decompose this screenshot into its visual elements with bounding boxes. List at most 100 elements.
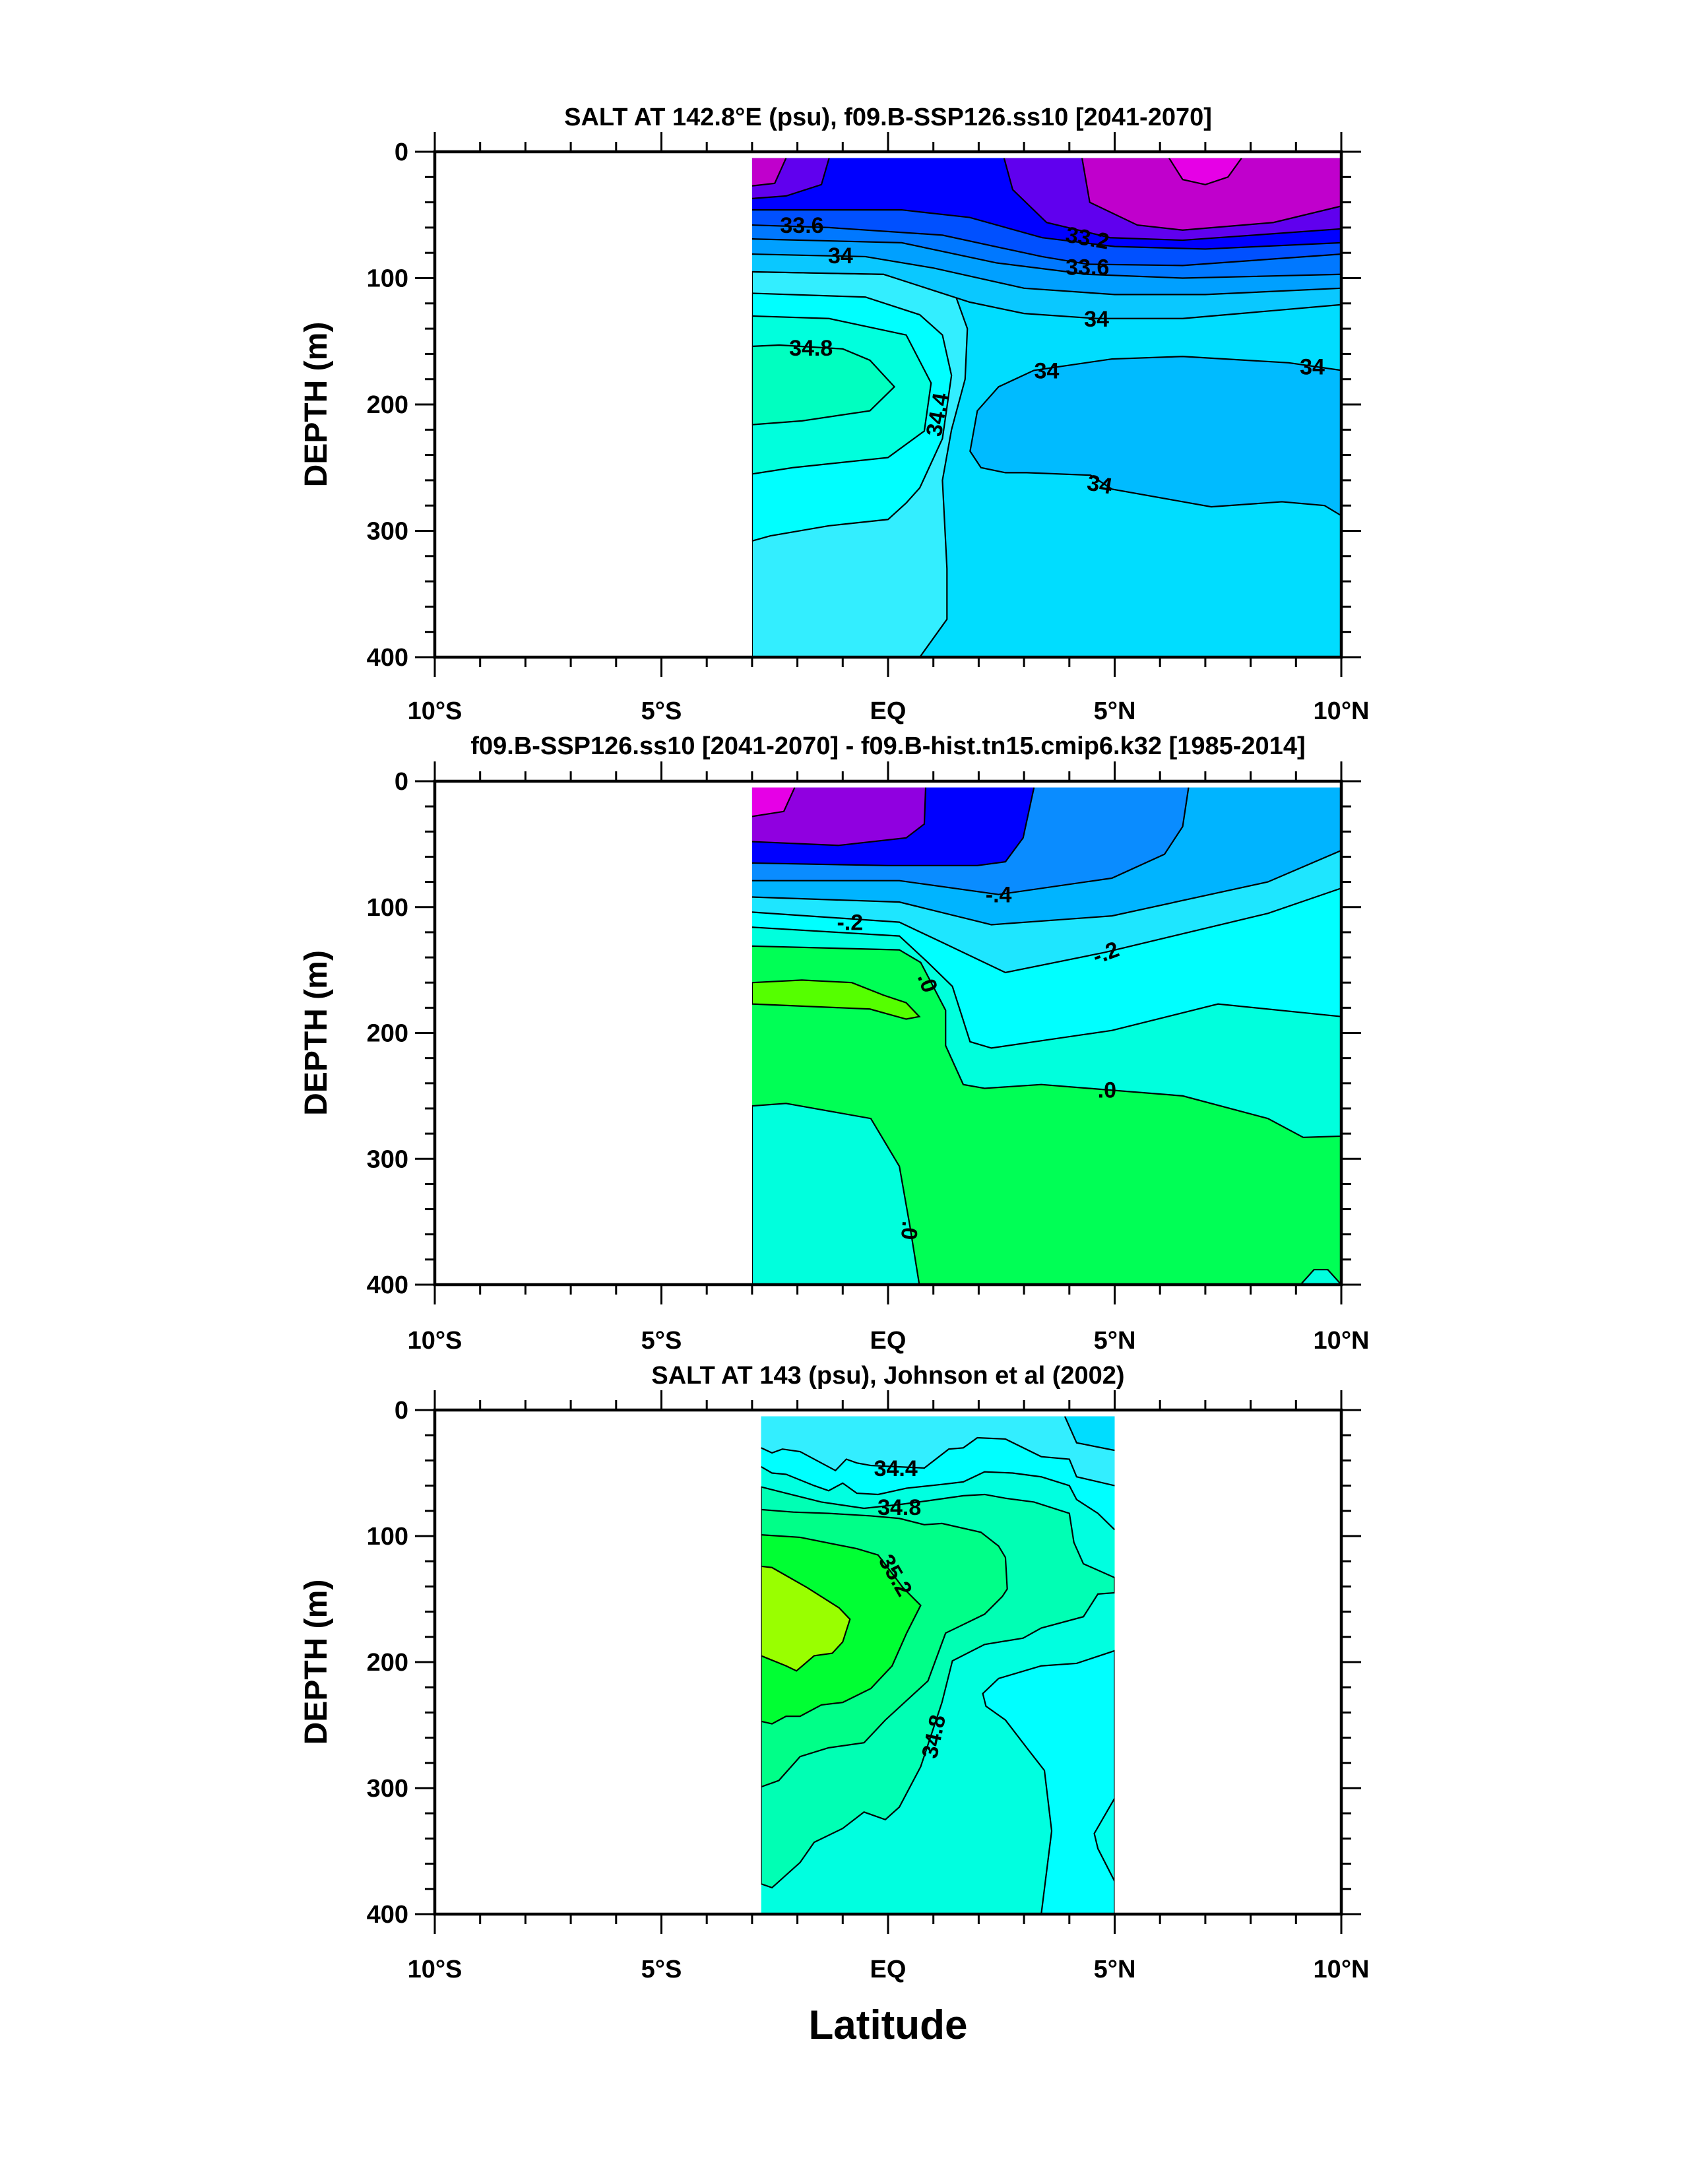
contour-line (751, 787, 796, 818)
contour-line (761, 1486, 1115, 1889)
contour-label: 34 (1035, 358, 1060, 383)
x-tick-label: 5°S (641, 1956, 682, 1983)
contour-label: 34.4 (874, 1456, 918, 1481)
contour-line (751, 253, 1341, 296)
contour-line (751, 945, 1341, 1138)
contour-band (751, 158, 786, 186)
y-tick-label: 0 (395, 768, 408, 796)
x-tick-label: 5°S (641, 697, 682, 725)
contour-line (751, 926, 1341, 1049)
chart-title: SALT AT 142.8°E (psu), f09.B-SSP126.ss10… (564, 104, 1212, 131)
y-axis-label: DEPTH (m) (299, 322, 334, 488)
x-tick-label: 10°N (1314, 697, 1370, 725)
contour-line (751, 209, 1341, 250)
panel-2: -.4-.2-.2.0.0.010°S 5°S EQ 5°N 10°N010020030… (299, 732, 1369, 1355)
contour-label: 34.8 (789, 336, 833, 361)
contour-band (982, 1650, 1115, 1914)
contour-label: .0 (1098, 1077, 1116, 1103)
contour-label: 33.6 (780, 213, 823, 238)
y-tick-label: 100 (367, 1523, 408, 1551)
contour-line (751, 292, 953, 542)
x-tick-label: 10°N (1314, 1956, 1370, 1983)
contour-line (751, 887, 1341, 974)
contour-line (1064, 1416, 1115, 1452)
x-tick-label: EQ (870, 697, 907, 725)
contour-band (1082, 158, 1341, 230)
contour-band (761, 1416, 1115, 1486)
contour-label: 34 (1300, 355, 1325, 380)
y-tick-label: 100 (367, 894, 408, 922)
x-tick-label: 5°N (1094, 697, 1136, 725)
chart-title: f09.B-SSP126.ss10 [2041-2070] - f09.B-hi… (470, 732, 1305, 760)
contour-band (761, 1566, 850, 1671)
y-tick-label: 400 (367, 1901, 408, 1929)
contour-fill (751, 787, 1341, 1285)
contour-band (751, 980, 920, 1019)
y-tick-label: 0 (395, 1397, 408, 1425)
y-tick-label: 300 (367, 1775, 408, 1803)
x-tick-label: 5°N (1094, 1956, 1136, 1983)
contour-line (761, 1436, 1115, 1487)
contour-label: -.2 (837, 911, 863, 936)
contour-label: -.4 (986, 883, 1012, 908)
x-tick-label: 5°N (1094, 1327, 1136, 1355)
contour-line (751, 1103, 920, 1285)
contour-line (761, 1465, 1115, 1531)
x-tick-label: EQ (870, 1327, 907, 1355)
y-tick-label: 200 (367, 1020, 408, 1048)
contour-line (751, 979, 921, 1020)
x-tick-label: EQ (870, 1956, 907, 1983)
contour-label: 34 (1085, 470, 1114, 499)
y-tick-label: 300 (367, 518, 408, 546)
y-tick-label: 200 (367, 391, 408, 419)
y-tick-label: 100 (367, 265, 408, 293)
panel-3: 34.434.835.234.810°S 5°S EQ 5°N 10°N01002003… (299, 1362, 1369, 2048)
contour-line (761, 1565, 851, 1672)
y-tick-label: 0 (395, 139, 408, 166)
x-tick-label: 10°N (1314, 1327, 1370, 1355)
contour-line (751, 224, 1341, 267)
contour-band (751, 344, 895, 425)
contour-band (1064, 1416, 1115, 1451)
contour-line (761, 1533, 922, 1725)
x-tick-label: 5°S (641, 1327, 682, 1355)
x-axis-label: Latitude (808, 2003, 967, 2048)
contour-band (1094, 1798, 1115, 1882)
contour-line (751, 787, 927, 847)
y-tick-label: 200 (367, 1649, 408, 1677)
x-tick-label: 10°S (408, 1956, 462, 1983)
contour-line (751, 787, 1190, 895)
contour-label: 34.8 (877, 1495, 921, 1520)
chart-title: SALT AT 143 (psu), Johnson et al (2002) (651, 1362, 1124, 1390)
contour-band (751, 1103, 920, 1285)
contour-line (751, 271, 1341, 319)
contour-band (751, 787, 926, 846)
contour-line (1081, 158, 1341, 231)
contour-band (970, 356, 1341, 516)
contour-line (751, 849, 1341, 926)
contour-line (969, 356, 1341, 517)
y-tick-label: 300 (367, 1145, 408, 1173)
y-tick-label: 400 (367, 1271, 408, 1299)
contour-line (1093, 1797, 1115, 1882)
contour-fill (761, 1416, 1115, 1915)
contour-line (751, 344, 896, 426)
contour-line (751, 158, 830, 199)
contour-label: 34 (1084, 307, 1109, 332)
y-axis-label: DEPTH (m) (299, 1580, 334, 1745)
contour-line (751, 158, 787, 187)
contour-line (1003, 158, 1341, 241)
contour-line (751, 787, 1035, 866)
contour-line (1168, 158, 1242, 185)
contour-line (1299, 1269, 1341, 1285)
y-axis-label: DEPTH (m) (299, 950, 334, 1116)
contour-line (761, 1508, 1008, 1788)
contour-fill (751, 158, 1341, 657)
contour-label: 34 (828, 243, 853, 269)
x-tick-label: 10°S (408, 1327, 462, 1355)
x-tick-label: 10°S (408, 697, 462, 725)
y-tick-label: 400 (367, 644, 408, 672)
contour-line (751, 315, 932, 475)
